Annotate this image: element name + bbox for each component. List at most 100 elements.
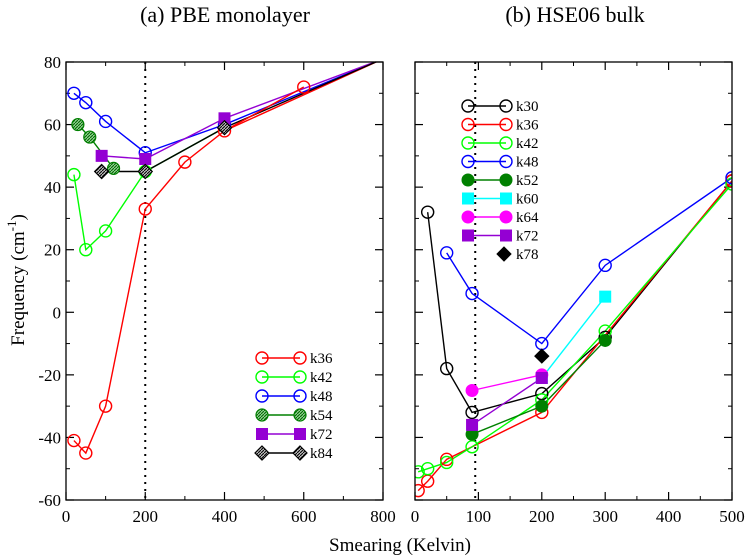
legend-label-k72: k72 — [516, 229, 539, 245]
legend-marker-k48 — [293, 389, 307, 403]
data-point-k54 — [106, 161, 121, 175]
x-tick-label: 0 — [62, 507, 71, 526]
data-point-k78 — [534, 348, 550, 364]
x-tick-label: 200 — [133, 507, 159, 526]
legend-marker-k36 — [499, 117, 513, 132]
legend-label-k72: k72 — [310, 427, 333, 443]
x-tick-label: 500 — [719, 507, 745, 526]
data-point-k36 — [98, 399, 113, 413]
data-point-k54 — [71, 117, 85, 132]
data-point-k72 — [466, 418, 479, 431]
panel-b-frame — [414, 61, 733, 501]
panel-a: (a) PBE monolayer 0 200 400 600 800-60-40-20… — [38, 2, 395, 526]
panel-a-title: (a) PBE monolayer — [140, 2, 311, 27]
series-line-k42 — [73, 171, 146, 252]
legend-label-k36: k36 — [310, 351, 333, 367]
data-point-k84 — [93, 163, 110, 180]
legend-marker-k48 — [499, 154, 513, 169]
legend: k36 k42 k48 k54 k72 k84 — [254, 351, 333, 462]
data-point-k36 — [440, 452, 454, 467]
series-line-k64 — [471, 374, 542, 392]
data-point-k48 — [79, 95, 93, 110]
data-point-k84 — [137, 163, 154, 180]
series-line-k48 — [73, 92, 225, 154]
y-tick-label: 0 — [53, 303, 62, 322]
data-point-k42 — [440, 455, 454, 470]
panel-a-frame — [65, 61, 384, 501]
x-tick-label: 800 — [370, 507, 396, 526]
x-tick-label: 200 — [529, 507, 555, 526]
y-tick-label: -20 — [38, 366, 61, 385]
data-point-k36 — [138, 202, 152, 216]
legend-marker-k36 — [255, 351, 269, 365]
data-point-k48 — [67, 86, 81, 100]
series-line-k48 — [446, 177, 732, 345]
legend-label-k42: k42 — [310, 370, 333, 386]
legend-marker-k72 — [462, 229, 474, 242]
data-point-k72 — [535, 371, 548, 384]
legend-label-k64: k64 — [516, 210, 539, 226]
data-point-k52 — [535, 399, 549, 413]
x-axis-label: Smearing (Kelvin) — [329, 535, 471, 556]
data-point-k36 — [725, 174, 732, 188]
legend-marker-k30 — [499, 99, 513, 113]
legend-marker-k42 — [255, 370, 269, 384]
legend-marker-k72 — [256, 428, 268, 440]
x-tick-label: 400 — [656, 507, 682, 526]
data-point-k48 — [98, 114, 113, 129]
y-tick-label: 40 — [44, 178, 61, 197]
legend-marker-k36 — [461, 117, 475, 132]
data-point-k42 — [415, 465, 425, 479]
legend-marker-k78 — [496, 246, 512, 262]
data-point-k36 — [67, 433, 81, 448]
data-point-k48 — [725, 171, 732, 185]
y-tick-label: -40 — [38, 428, 61, 447]
series-line-k30 — [426, 180, 732, 414]
data-point-k54 — [83, 130, 97, 144]
panel-b: (b) HSE06 bulk 0 100 200 300 400 500 k30 k36 k42… — [411, 2, 745, 526]
legend-label-k52: k52 — [516, 173, 539, 189]
legend-marker-k64 — [461, 210, 475, 224]
y-tick-label: 80 — [44, 53, 61, 72]
data-point-k30 — [420, 205, 435, 219]
data-point-k60 — [599, 290, 612, 303]
legend-marker-k84 — [292, 445, 308, 461]
legend-marker-k48 — [461, 154, 475, 169]
data-point-k42 — [67, 167, 81, 182]
legend-label-k48: k48 — [516, 155, 539, 171]
data-point-k42 — [420, 462, 435, 476]
series-line-k36 — [73, 86, 305, 455]
panel-b-title: (b) HSE06 bulk — [505, 2, 644, 27]
x-tick-label: 600 — [291, 507, 317, 526]
x-tick-label: 100 — [466, 507, 492, 526]
series-line-k42 — [417, 183, 732, 473]
legend-marker-k84 — [254, 445, 270, 461]
legend-marker-k42 — [293, 370, 307, 384]
legend-marker-k30 — [461, 99, 475, 113]
legend-label-k30: k30 — [516, 99, 539, 115]
legend-marker-k54 — [293, 408, 307, 422]
data-point-k30 — [465, 405, 479, 420]
series-line-k60 — [541, 296, 606, 379]
y-axis-label-sup: -1 — [4, 221, 19, 232]
panel-b-plot: 0 100 200 300 400 500 k30 k36 k42 k48 k52 k60 k64 k72… — [411, 61, 745, 526]
legend-marker-k42 — [461, 136, 475, 150]
data-point-k72 — [95, 149, 108, 162]
x-tick-label: 300 — [592, 507, 618, 526]
data-point-k48 — [440, 246, 454, 260]
y-axis-label-close: ) — [8, 214, 29, 220]
data-point-k84 — [216, 119, 233, 136]
legend-marker-k36 — [293, 351, 307, 365]
series-group — [67, 62, 378, 460]
y-tick-label: 20 — [44, 241, 61, 260]
legend-label-k42: k42 — [516, 136, 539, 152]
data-point-k48 — [465, 286, 479, 301]
legend-marker-k72 — [294, 428, 306, 440]
panel-a-plot: 0 200 400 600 800 -60 -40 -20 0 20 40 60 80 k36 k42 k48… — [38, 53, 395, 526]
y-tick-label: -60 — [38, 491, 61, 510]
series-line-k72 — [471, 377, 543, 426]
legend-marker-k48 — [255, 389, 269, 403]
legend-marker-k54 — [255, 408, 269, 422]
legend-label-k84: k84 — [310, 446, 333, 462]
